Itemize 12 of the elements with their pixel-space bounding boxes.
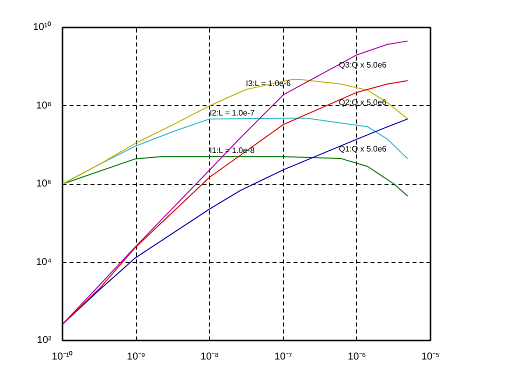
x-tick-label: 10⁻⁹ <box>126 352 146 362</box>
x-tick-label: 10⁻⁵ <box>421 352 440 362</box>
y-tick-label: 10⁶ <box>36 178 52 190</box>
y-tick-label: 10⁸ <box>36 100 52 112</box>
y-tick-label: 10² <box>37 335 52 346</box>
x-tick-label: 10⁻⁷ <box>274 352 293 362</box>
x-tick-label: 10⁻⁸ <box>200 352 219 362</box>
y-tick-label: 10¹⁰ <box>33 21 52 33</box>
x-tick-label: 10⁻¹⁰ <box>52 350 74 362</box>
y-tick-label: 10⁴ <box>36 256 52 268</box>
annotation: I2:L = 1.0e-7 <box>210 108 256 118</box>
x-tick-label: 10⁻⁶ <box>348 352 366 362</box>
